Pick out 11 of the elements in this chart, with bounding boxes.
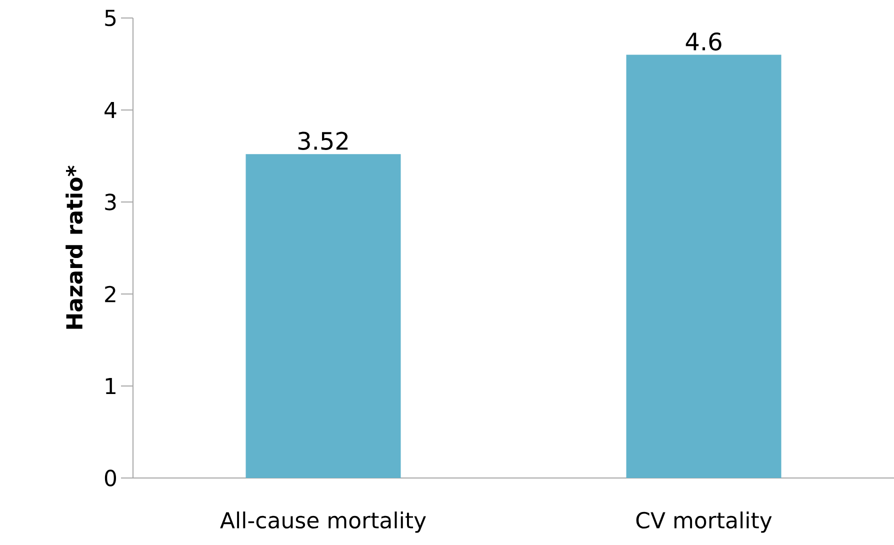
- data-label: 3.52: [298, 132, 348, 150]
- x-tick-label: CV mortality: [636, 512, 772, 533]
- y-tick-label: 3: [105, 194, 116, 210]
- data-label: 4.6: [686, 32, 722, 51]
- x-tick-label: All-cause mortality: [220, 512, 426, 533]
- y-tick-label: 2: [105, 286, 116, 302]
- y-tick-label: 1: [106, 378, 116, 394]
- y-axis-title: Hazard ratio*: [66, 166, 83, 329]
- y-tick-label: 0: [104, 470, 116, 486]
- y-tick-label: 4: [104, 102, 116, 118]
- y-tick-label: 5: [105, 10, 116, 26]
